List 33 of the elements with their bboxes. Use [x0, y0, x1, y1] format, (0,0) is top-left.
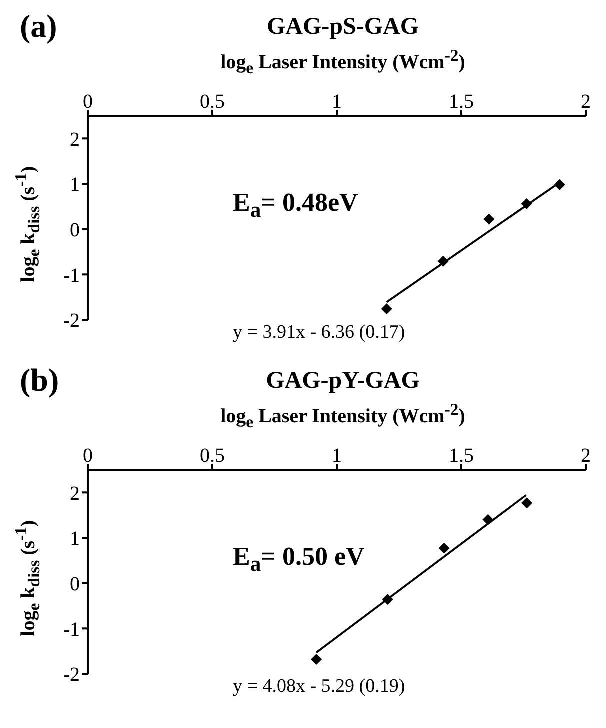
text: y = 3.91x - 6.36 (0.17) [233, 322, 406, 344]
annotation: E$_{a}$= 0.50 eV [233, 542, 365, 578]
point [484, 214, 495, 225]
y-tick-label: -1 [63, 618, 80, 641]
x-axis-title: log$_{e}$ Laser Intensity (Wcm$^{-2}$) [220, 46, 466, 79]
text: (b) [20, 362, 60, 399]
chart-title: GAG-pY-GAG [265, 368, 421, 395]
x-tick-label: 0.5 [200, 445, 225, 467]
x-tick-label: 2 [581, 445, 591, 467]
point [521, 498, 532, 509]
y-tick-label: -2 [63, 664, 80, 686]
x-tick-label: 2 [581, 91, 591, 113]
y-tick-label: 2 [70, 482, 80, 505]
y-tick-label: -1 [63, 264, 80, 287]
x-axis-title: log$_{e}$ Laser Intensity (Wcm$^{-2}$) [220, 400, 466, 433]
x-tick-label: 1 [332, 445, 342, 467]
y-tick-label: 0 [70, 219, 80, 242]
x-tick-label: 1.5 [449, 91, 474, 113]
chart-title: GAG-pS-GAG [266, 14, 420, 41]
x-tick-label: 1 [332, 91, 342, 113]
y-tick-label: 0 [70, 573, 80, 596]
point [311, 654, 322, 665]
annotation: E$_{a}$= 0.48eV [233, 188, 358, 224]
point [381, 304, 392, 315]
y-tick-label: -2 [63, 310, 80, 332]
x-tick-label: 1.5 [449, 445, 474, 467]
y-tick-label: 1 [70, 528, 80, 550]
point [438, 542, 450, 554]
y-tick-label: 2 [70, 128, 80, 151]
text: (a) [20, 8, 58, 45]
x-tick-label: 0.5 [200, 91, 225, 113]
text: y = 4.08x - 5.29 (0.19) [233, 676, 406, 698]
y-tick-label: 1 [70, 174, 80, 196]
